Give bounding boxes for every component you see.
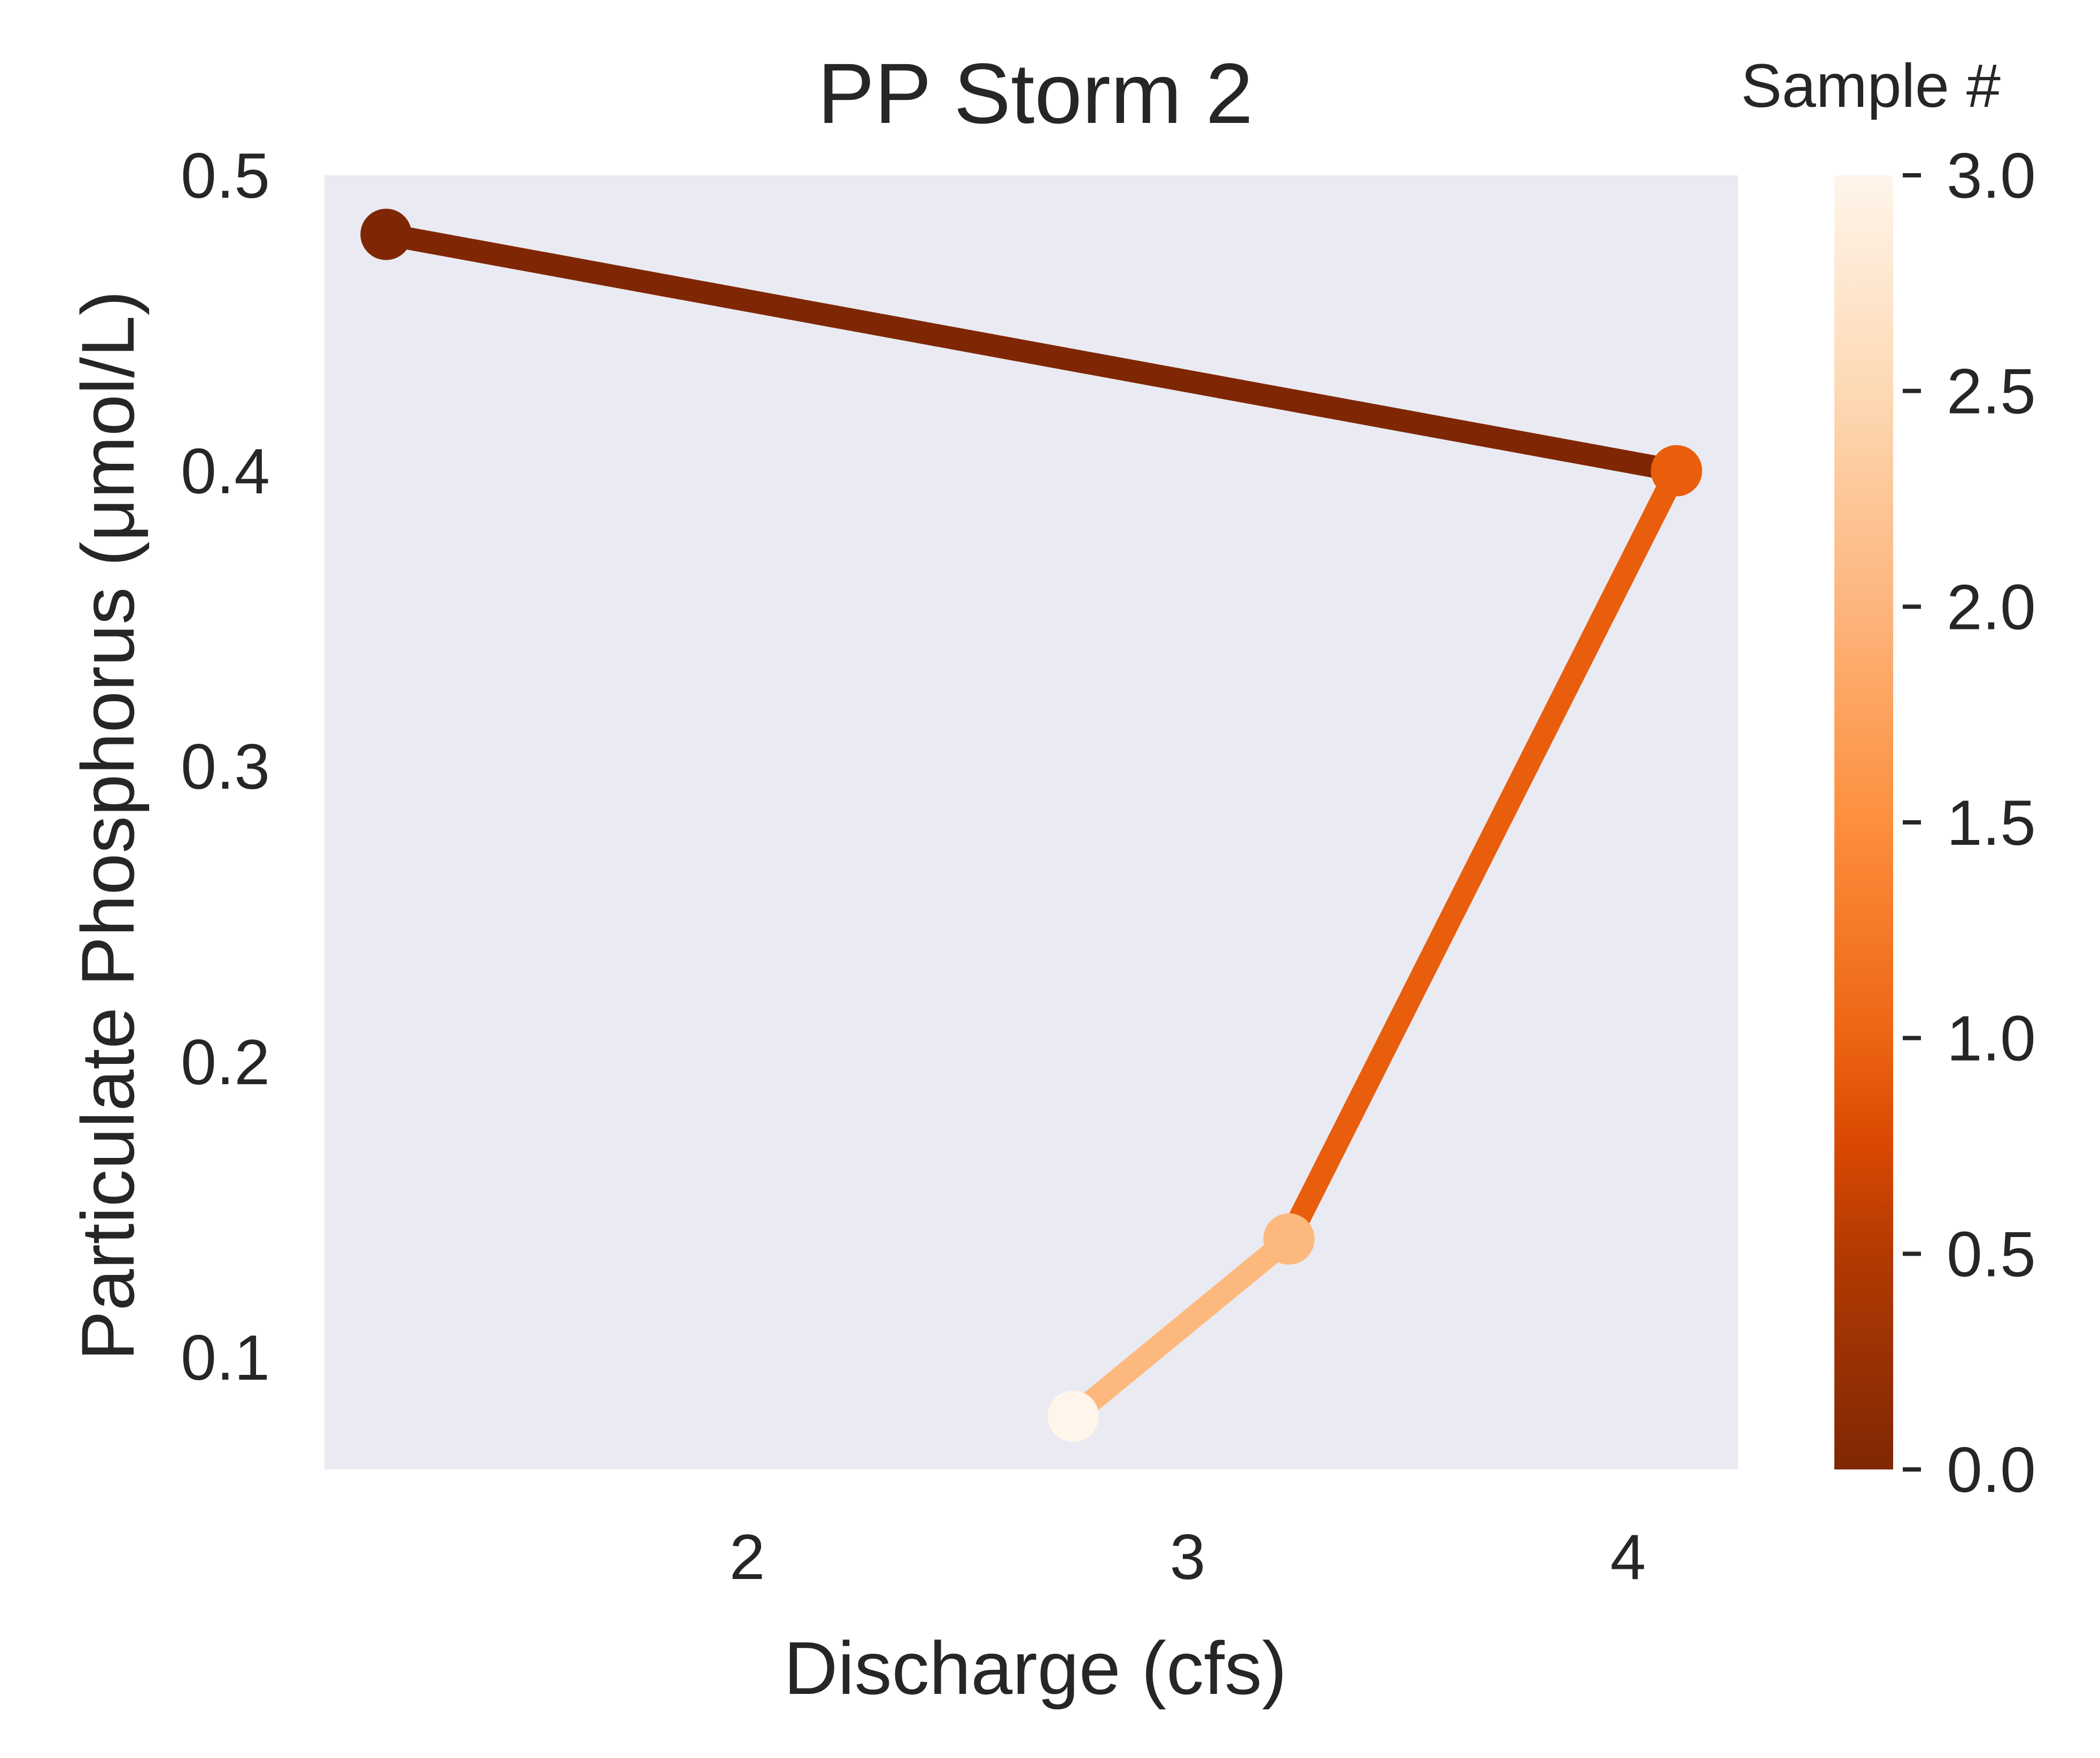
x-axis-ticks: 2 3 4 [730, 1521, 1646, 1593]
chart-title: PP Storm 2 [817, 45, 1253, 141]
line-segment [384, 223, 1679, 482]
line-segment [1066, 1230, 1296, 1425]
y-axis-label: Particulate Phosphorus (μmol/L) [66, 291, 150, 1361]
colorbar-tick-label: 3.0 [1947, 140, 2036, 212]
data-point [1263, 1213, 1315, 1265]
colorbar-tick-label: 1.5 [1947, 787, 2036, 859]
x-tick-label: 2 [730, 1521, 765, 1593]
data-points [360, 208, 1702, 1442]
data-point [360, 208, 412, 260]
colorbar-tick-label: 1.0 [1947, 1003, 2036, 1075]
line-segments [384, 223, 1687, 1425]
colorbar-ticks: 0.0 0.5 1.0 1.5 2.0 2.5 3.0 [1903, 140, 2036, 1506]
data-point [1047, 1390, 1099, 1442]
y-tick-label: 0.1 [181, 1322, 270, 1394]
x-tick-label: 3 [1170, 1521, 1206, 1593]
line-segment [1278, 465, 1687, 1244]
y-tick-label: 0.2 [181, 1026, 270, 1098]
colorbar-tick-label: 0.0 [1947, 1434, 2036, 1506]
plot-area [324, 175, 1738, 1469]
colorbar-label: Sample # [1741, 52, 2001, 120]
data-point [1650, 445, 1702, 496]
colorbar-tick-label: 0.5 [1947, 1218, 2036, 1290]
colorbar [1834, 175, 1893, 1469]
colorbar-tick-label: 2.5 [1947, 356, 2036, 427]
colorbar-tick-label: 2.0 [1947, 571, 2036, 643]
x-tick-label: 4 [1610, 1521, 1646, 1593]
x-axis-label: Discharge (cfs) [784, 1626, 1287, 1710]
y-tick-label: 0.3 [181, 731, 270, 803]
y-axis-ticks: 0.1 0.2 0.3 0.4 0.5 [181, 140, 270, 1394]
y-tick-label: 0.5 [181, 140, 270, 212]
y-tick-label: 0.4 [181, 435, 270, 507]
